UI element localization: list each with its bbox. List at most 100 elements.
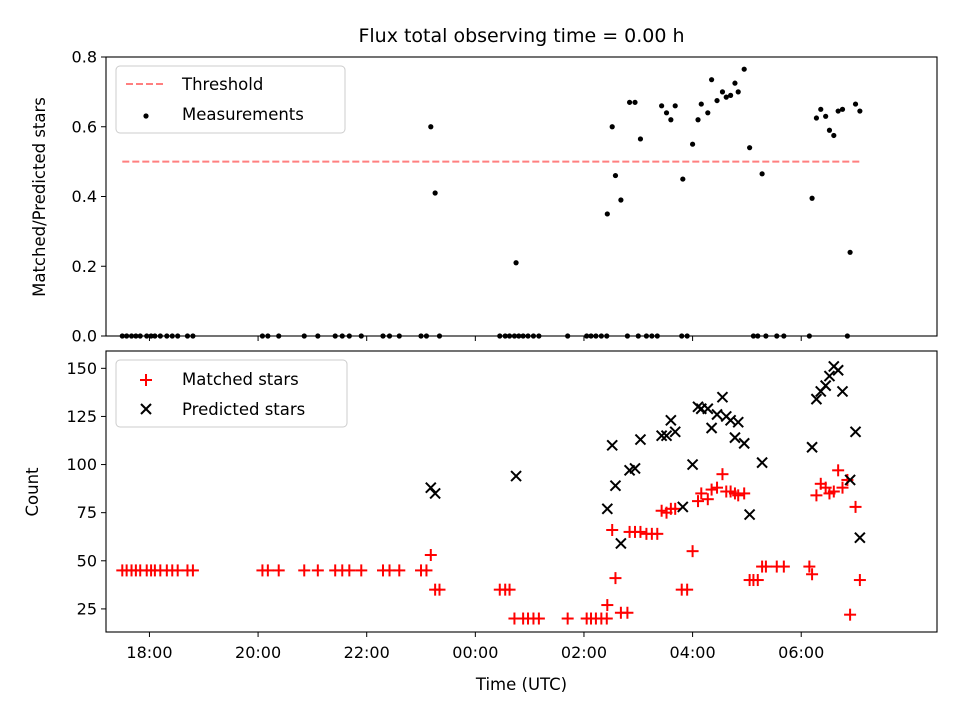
matched-star-point <box>261 564 274 577</box>
measurement-point <box>705 110 711 116</box>
predicted-star-point <box>844 474 856 486</box>
predicted-star-point <box>806 441 818 453</box>
matched-star-point <box>561 612 574 625</box>
predicted-star-point <box>629 462 641 475</box>
measurement-point <box>714 97 720 104</box>
measurement-point <box>680 176 686 182</box>
matched-star-point <box>827 485 840 498</box>
top-y-tick-label: 0.6 <box>72 117 97 136</box>
measurement-point <box>857 108 863 114</box>
matched-star-point <box>186 564 199 577</box>
matched-star-point <box>705 483 718 496</box>
measurement-point <box>632 99 638 105</box>
x-tick-label: 04:00 <box>670 643 716 662</box>
bottom-y-tick-label: 100 <box>66 455 97 474</box>
matched-star-point <box>686 545 699 558</box>
measurement-point <box>513 260 519 266</box>
matched-star-point <box>424 549 437 562</box>
measurement-point <box>672 103 678 109</box>
measurements-legend-label: Measurements <box>182 105 304 124</box>
measurement-point <box>689 141 696 147</box>
x-axis-label: Time (UTC) <box>475 675 567 694</box>
chart-title: Flux total observing time = 0.00 h <box>358 25 684 47</box>
predicted-star-point <box>711 408 723 421</box>
bottom-data-marks <box>116 360 866 625</box>
measurement-point <box>831 132 837 139</box>
predicted-star-point <box>738 437 750 450</box>
predicted-star-point <box>609 480 622 492</box>
matched-star-point <box>600 612 613 625</box>
bottom-y-tick-label: 25 <box>77 599 97 618</box>
matched-star-point <box>669 502 682 515</box>
matched-star-point <box>810 489 823 502</box>
measurement-point <box>809 195 815 201</box>
matched-star-point <box>272 564 285 577</box>
measurement-point <box>663 110 670 116</box>
measurement-point <box>852 101 859 107</box>
measurement-point <box>432 190 438 196</box>
measurements-legend-swatch <box>143 113 149 119</box>
predicted-star-point <box>743 508 756 521</box>
top-y-tick-label: 0.8 <box>72 48 97 67</box>
matched-star-point <box>806 568 819 581</box>
measurement-point <box>719 89 726 95</box>
top-y-axis-label: Matched/Predicted stars <box>30 97 49 297</box>
bottom-y-ticks: 25 50 75 100 125 150 <box>66 359 106 618</box>
measurement-point <box>759 171 765 177</box>
predicted-star-point <box>732 416 744 428</box>
matched-star-point <box>601 599 614 612</box>
predicted-legend-swatch <box>140 403 152 415</box>
matched-star-point <box>311 564 324 577</box>
matched-star-point <box>298 564 311 577</box>
top-plot-frame <box>105 56 938 337</box>
matched-star-point <box>803 560 816 573</box>
measurement-point <box>826 127 833 133</box>
bottom-y-axis-label: Count <box>23 467 42 517</box>
measurement-point <box>847 249 853 255</box>
top-y-tick-label: 0.4 <box>72 187 97 206</box>
matched-star-point <box>777 560 790 573</box>
predicted-star-point <box>756 456 768 469</box>
matched-star-point <box>532 612 545 625</box>
predicted-star-point <box>686 458 699 471</box>
predicted-star-point <box>854 531 866 544</box>
matched-star-point <box>711 481 724 494</box>
predicted-star-point <box>823 370 836 382</box>
predicted-star-point <box>634 433 647 446</box>
bottom-y-tick-label: 150 <box>66 359 97 378</box>
measurement-point <box>612 172 619 179</box>
matched-star-point <box>751 574 764 587</box>
x-tick-label: 00:00 <box>452 643 498 662</box>
measurement-point <box>659 103 665 109</box>
measurement-point <box>637 136 644 142</box>
measurement-point <box>428 124 434 130</box>
predicted-star-point <box>702 403 714 415</box>
measurement-point <box>835 108 841 114</box>
threshold-legend-label: Threshold <box>181 75 263 94</box>
predicted-star-point <box>677 501 689 513</box>
measurement-point <box>609 124 615 130</box>
measurement-point <box>732 80 738 86</box>
predicted-star-point <box>510 470 522 482</box>
predicted-star-point <box>836 385 849 398</box>
matched-star-point <box>681 583 694 596</box>
matched-star-point <box>621 606 634 619</box>
predicted-star-point <box>669 426 681 438</box>
matched-star-point <box>503 583 516 596</box>
measurement-point <box>604 211 610 217</box>
matched-star-point <box>606 523 619 536</box>
matched-star-point <box>732 489 745 502</box>
matched-star-point <box>343 564 356 577</box>
matched-star-point <box>420 564 433 577</box>
matched-star-point <box>836 481 849 494</box>
measurement-point <box>818 106 824 112</box>
predicted-star-point <box>429 487 441 500</box>
x-tick-label: 20:00 <box>235 643 281 662</box>
measurement-point <box>723 94 729 100</box>
top-y-tick-label: 0.0 <box>72 327 97 346</box>
matched-star-point <box>609 572 622 585</box>
predicted-star-point <box>819 379 832 392</box>
matched-star-point <box>651 527 664 540</box>
measurement-point <box>708 77 715 83</box>
